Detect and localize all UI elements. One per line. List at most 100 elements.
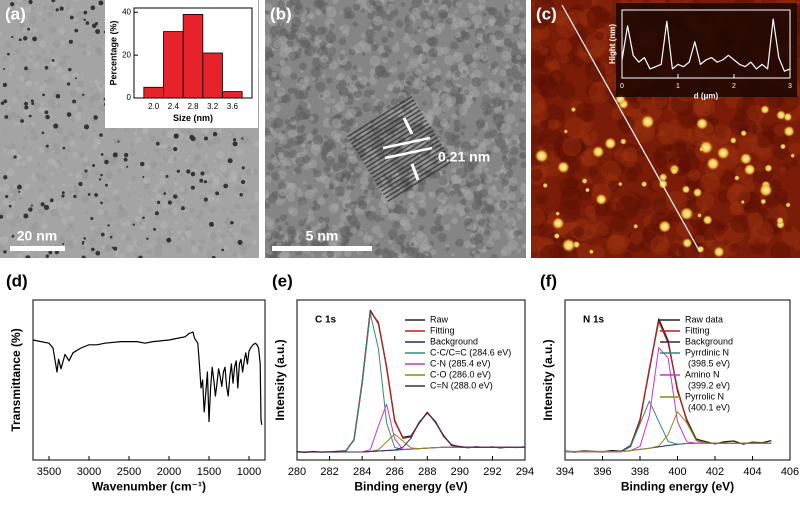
hrtem-image (265, 0, 526, 258)
texture (500, 145, 510, 154)
texture (360, 184, 366, 191)
texture (275, 198, 283, 206)
texture (428, 192, 433, 197)
texture (292, 171, 296, 175)
texture (80, 244, 86, 250)
texture (532, 73, 547, 87)
texture (66, 147, 71, 153)
texture (99, 83, 103, 88)
texture (126, 244, 134, 253)
texture (265, 175, 272, 184)
x-tick-label: 2.0 (148, 102, 160, 111)
particle (23, 213, 29, 219)
texture (246, 203, 253, 210)
particle (200, 171, 205, 176)
texture (194, 154, 202, 162)
texture (179, 186, 185, 193)
texture (636, 95, 644, 103)
texture (310, 253, 315, 258)
texture (694, 234, 705, 244)
texture (438, 129, 444, 135)
bar (182, 14, 204, 99)
bar (143, 86, 164, 99)
texture (66, 240, 75, 249)
texture (387, 3, 396, 12)
texture (228, 227, 233, 232)
y-axis-label: Intensity (a.u.) (273, 339, 287, 420)
texture (240, 227, 248, 235)
texture (273, 104, 281, 113)
texture (481, 54, 489, 62)
particle (24, 105, 29, 110)
texture (323, 94, 333, 104)
texture (52, 142, 60, 150)
texture (572, 140, 587, 156)
texture (453, 52, 459, 58)
texture (206, 252, 213, 258)
afm-dot (779, 143, 786, 150)
texture (329, 23, 335, 29)
texture (717, 189, 732, 204)
texture (50, 184, 55, 189)
texture (449, 190, 455, 196)
texture (496, 16, 507, 27)
texture (0, 41, 3, 45)
texture (343, 12, 350, 20)
texture (390, 98, 399, 106)
texture (416, 26, 421, 30)
texture (381, 56, 389, 64)
texture (455, 93, 467, 105)
texture (450, 252, 455, 257)
texture (340, 49, 346, 55)
texture (652, 197, 670, 216)
texture (230, 210, 235, 215)
texture (413, 45, 424, 55)
texture (445, 247, 450, 252)
texture (368, 26, 373, 30)
texture (472, 147, 482, 158)
texture (456, 38, 460, 43)
texture (79, 152, 85, 158)
texture (599, 10, 611, 22)
texture (328, 234, 340, 246)
data-line (565, 411, 772, 453)
texture (310, 144, 321, 155)
legend-label: C-N (285.4 eV) (430, 358, 491, 368)
texture (1, 184, 10, 192)
x-tick-label: 402 (706, 466, 724, 478)
texture (57, 27, 65, 35)
texture (479, 3, 486, 11)
afm-dot (697, 213, 702, 218)
afm-dot (776, 216, 784, 225)
texture (364, 89, 372, 98)
x-tick-label: 3 (788, 83, 792, 90)
particle (25, 255, 31, 258)
afm-dot (696, 117, 709, 130)
texture (618, 235, 631, 248)
texture (38, 193, 45, 201)
texture (164, 144, 168, 148)
particle (190, 185, 195, 190)
texture (304, 189, 315, 200)
texture (441, 141, 445, 146)
texture (321, 74, 326, 79)
texture (700, 229, 711, 239)
texture (229, 233, 234, 237)
texture (320, 54, 329, 64)
texture (565, 9, 588, 32)
legend-label: Amino N (685, 369, 720, 379)
texture (754, 161, 766, 173)
texture (628, 161, 643, 177)
texture (73, 188, 80, 195)
texture (557, 82, 576, 100)
texture (547, 118, 560, 131)
texture (120, 165, 125, 170)
texture (325, 5, 332, 11)
texture (730, 243, 740, 253)
texture (666, 92, 689, 115)
texture (489, 7, 498, 16)
x-tick-label: 394 (556, 466, 574, 478)
particle (94, 22, 99, 26)
y-axis-label: Percentage (%) (108, 20, 118, 85)
texture (238, 186, 244, 192)
